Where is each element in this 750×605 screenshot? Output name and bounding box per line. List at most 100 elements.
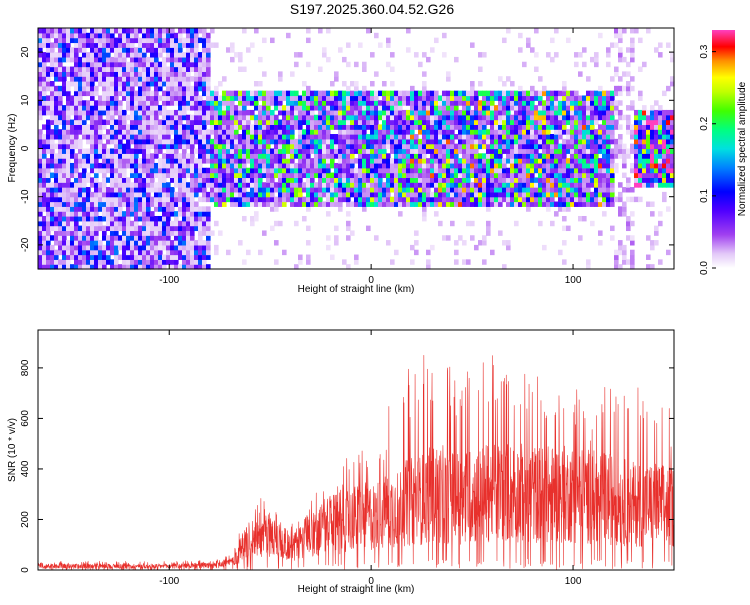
spectrogram-cell xyxy=(562,114,567,121)
spectrogram-cell xyxy=(490,191,495,198)
spectrogram-cell xyxy=(610,95,615,101)
spectrogram-cell xyxy=(638,109,643,116)
spectrogram-cell xyxy=(166,71,171,77)
spectrogram-cell xyxy=(582,172,587,179)
spectrogram-cell xyxy=(466,191,471,198)
spectrogram-cell xyxy=(126,182,131,188)
spectrogram-cell xyxy=(134,220,139,227)
spectrogram-cell xyxy=(138,225,143,232)
spectrogram-cell xyxy=(222,134,227,140)
spectrogram-cell xyxy=(166,249,171,256)
spectrogram-cell xyxy=(214,201,219,207)
spectrogram-cell xyxy=(618,85,623,92)
spectrogram-cell xyxy=(506,90,511,97)
spectrogram-cell xyxy=(254,167,259,174)
spectrogram-cell xyxy=(198,162,203,169)
spectrogram-cell xyxy=(194,114,199,121)
spectrogram-cell xyxy=(638,167,643,174)
spectrogram-cell xyxy=(110,172,115,179)
spectrogram-cell xyxy=(458,95,463,101)
spectrogram-cell xyxy=(562,215,567,222)
spectrogram-cell xyxy=(670,177,675,183)
spectrogram-cell xyxy=(98,182,103,188)
spectrogram-cell xyxy=(178,76,183,82)
spectrogram-cell xyxy=(378,201,383,207)
spectrogram-cell xyxy=(174,211,179,217)
spectrogram-cell xyxy=(74,105,79,111)
spectrogram-cell xyxy=(670,167,675,174)
spectrogram-cell xyxy=(494,114,499,121)
spectrogram-cell xyxy=(82,37,87,44)
spectrogram-cell xyxy=(458,182,463,188)
spectrogram-cell xyxy=(342,158,347,164)
spectrogram-cell xyxy=(138,187,143,193)
spectrogram-cell xyxy=(426,95,431,101)
spectrogram-cell xyxy=(478,114,483,121)
spectrogram-cell xyxy=(126,191,131,198)
spectrogram-cell xyxy=(546,153,551,159)
spectrogram-cell xyxy=(494,196,499,203)
spectrogram-cell xyxy=(58,172,63,179)
spectrogram-cell xyxy=(98,81,103,87)
spectrogram-cell xyxy=(186,114,191,121)
spectrogram-cell xyxy=(326,148,331,154)
spectrogram-cell xyxy=(414,177,419,183)
spectrogram-cell xyxy=(166,100,171,106)
spectrogram-cell xyxy=(102,56,107,63)
spectrogram-cell xyxy=(662,162,667,169)
spectrogram-cell xyxy=(614,100,619,106)
spectrogram-cell xyxy=(202,56,207,63)
spectrogram-cell xyxy=(558,182,563,188)
spectrogram-cell xyxy=(178,61,183,68)
spectrogram-cell xyxy=(430,191,435,198)
spectrogram-cell xyxy=(198,138,203,145)
spectrogram-cell xyxy=(430,182,435,188)
spectrogram-cell xyxy=(146,129,151,135)
spectrogram-cell xyxy=(658,143,663,150)
spectrogram-cell xyxy=(306,196,311,203)
spectrogram-cell xyxy=(198,124,203,130)
spectrogram-cell xyxy=(166,220,171,227)
spectrogram-cell xyxy=(554,211,559,217)
spectrogram-cell xyxy=(238,66,243,72)
spectrogram-cell xyxy=(282,119,287,125)
spectrogram-cell xyxy=(550,201,555,207)
spectrogram-cell xyxy=(490,129,495,135)
spectrogram-cell xyxy=(470,100,475,106)
spectrogram-cell xyxy=(358,196,363,203)
spectrogram-cell xyxy=(646,153,651,159)
snr-x-ticks: -100 0 100 xyxy=(159,330,582,587)
spectrogram-cell xyxy=(146,153,151,159)
spectrogram-cell xyxy=(430,201,435,207)
spectrogram-cell xyxy=(666,42,671,48)
spectrogram-cell xyxy=(94,56,99,63)
spectrogram-cell xyxy=(630,124,635,130)
spectrogram-cell xyxy=(474,182,479,188)
spectrogram-cell xyxy=(154,66,159,72)
spectrogram-cell xyxy=(306,162,311,169)
spectrogram-cell xyxy=(62,220,67,227)
spectrogram-cell xyxy=(174,153,179,159)
spectrogram-cell xyxy=(194,158,199,164)
spectrogram-cell xyxy=(310,100,315,106)
spectrogram-cell xyxy=(130,264,135,270)
spectrogram-cell xyxy=(410,259,415,265)
spectrogram-cell xyxy=(94,85,99,92)
spectrogram-cell xyxy=(94,225,99,232)
spectrogram-cell xyxy=(390,95,395,101)
spectrogram-cell xyxy=(50,191,55,198)
spectrogram-cell xyxy=(442,119,447,125)
spectrogram-cell xyxy=(218,81,223,87)
spectrogram-cell xyxy=(590,196,595,203)
spectrogram-cell xyxy=(530,201,535,207)
spectrogram-cell xyxy=(270,162,275,169)
spectrogram-cell xyxy=(62,109,67,116)
spectrogram-cell xyxy=(122,37,127,44)
spectrogram-cell xyxy=(90,177,95,183)
spectrogram-cell xyxy=(330,148,335,154)
spectrogram-cell xyxy=(370,109,375,116)
spectrogram-cell xyxy=(266,167,271,174)
spectrogram-cell xyxy=(186,225,191,232)
spectrogram-cell xyxy=(670,56,675,63)
spectrogram-cell xyxy=(450,201,455,207)
